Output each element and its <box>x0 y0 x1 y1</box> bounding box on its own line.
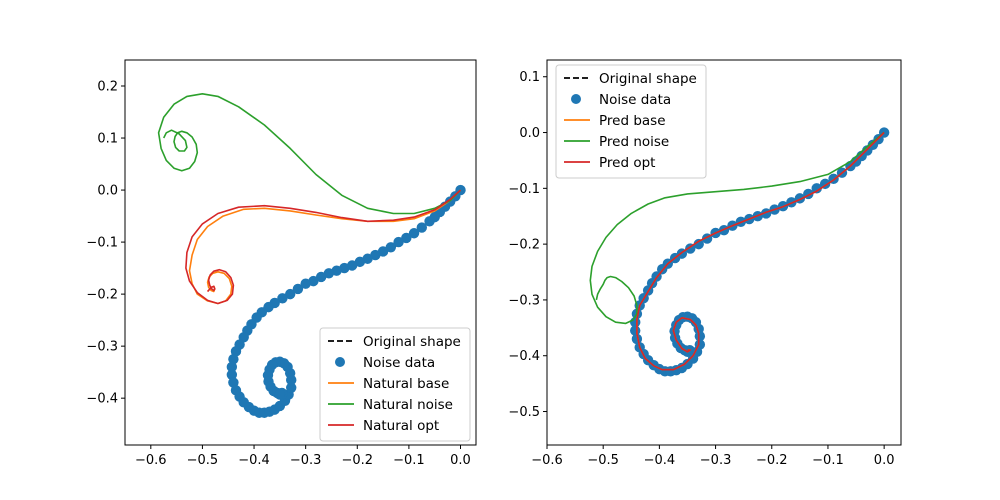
legend-label: Natural opt <box>363 418 439 434</box>
data-point <box>416 222 428 233</box>
data-point <box>286 382 297 393</box>
data-point <box>354 256 366 268</box>
legend-item: Original shape <box>328 334 461 350</box>
data-point <box>226 361 238 373</box>
legend-label: Noise data <box>599 92 671 108</box>
legend-label: Original shape <box>363 334 461 350</box>
y-tick-label: −0.1 <box>86 236 118 251</box>
x-tick-label: 0.0 <box>450 453 471 468</box>
legend-label: Pred opt <box>599 155 655 171</box>
data-point <box>693 238 704 250</box>
x-tick-label: −0.3 <box>700 453 732 468</box>
data-point <box>228 377 239 388</box>
series-line-natural-opt <box>185 189 462 305</box>
data-point <box>230 346 242 357</box>
series-line-pred-opt <box>636 131 885 371</box>
legend-item: Natural opt <box>328 418 439 434</box>
plot-area <box>589 127 890 377</box>
legend-label: Pred base <box>599 113 666 129</box>
data-point <box>277 293 288 304</box>
data-point <box>377 246 389 257</box>
legend: Original shape Noise data Natural base Natu… <box>319 327 471 442</box>
data-point <box>630 325 641 336</box>
legend-item: Original shape <box>564 71 697 87</box>
x-tick-label: 0.0 <box>874 453 895 468</box>
series-line-natural-noise <box>157 93 462 215</box>
legend-item: Natural noise <box>328 397 453 413</box>
data-point <box>292 283 304 295</box>
legend-item: Pred noise <box>564 134 669 150</box>
y-tick-label: −0.1 <box>508 182 540 197</box>
legend-label: Natural noise <box>363 397 453 413</box>
x-tick-label: −0.3 <box>290 453 322 468</box>
data-point <box>226 369 238 380</box>
y-tick-label: 0.1 <box>519 70 540 85</box>
y-tick-label: 0.0 <box>97 184 118 199</box>
series-line-pred-noise <box>589 131 885 325</box>
data-point <box>228 353 239 365</box>
left-plot-panel: −0.6 −0.5 −0.4 −0.3 −0.2 −0.1 0.0 0.2 0.1 0.0 −0.1… <box>86 59 477 468</box>
data-point <box>631 333 643 345</box>
legend: Original shape Noise data Pred base Pred no… <box>555 64 707 179</box>
data-point <box>370 249 381 261</box>
axes-frame <box>124 59 477 446</box>
data-point <box>393 236 404 248</box>
legend-label: Pred noise <box>599 134 669 150</box>
data-point <box>424 216 435 227</box>
y-tick-label: −0.5 <box>508 405 540 420</box>
legend-marker <box>571 94 581 104</box>
legend-item: Natural base <box>328 376 449 392</box>
axes-frame <box>546 59 902 446</box>
legend-label: Original shape <box>599 71 697 87</box>
legend-item: Pred base <box>564 113 666 129</box>
y-tick-label: −0.3 <box>86 340 118 355</box>
x-tick-label: −0.5 <box>187 453 219 468</box>
x-tick-label: −0.1 <box>393 453 425 468</box>
x-tick-label: −0.2 <box>756 453 788 468</box>
legend-label: Natural base <box>363 376 449 392</box>
data-point <box>811 183 822 194</box>
x-tick-label: −0.6 <box>135 453 167 468</box>
legend-box <box>555 64 707 179</box>
y-tick-label: 0.1 <box>97 132 118 147</box>
y-tick-label: −0.2 <box>508 238 540 253</box>
x-tick-label: −0.4 <box>644 453 676 468</box>
data-point <box>284 288 296 300</box>
right-plot-panel: −0.6 −0.5 −0.4 −0.3 −0.2 −0.1 0.0 0.1 0.0 −0.1 −0.… <box>508 59 902 468</box>
x-tick-label: −0.2 <box>341 453 373 468</box>
x-tick-label: −0.1 <box>812 453 844 468</box>
legend-marker <box>335 357 345 367</box>
data-point <box>315 271 327 283</box>
y-tick-label: −0.4 <box>508 349 540 364</box>
y-tick-label: 0.2 <box>97 80 118 95</box>
data-point <box>408 228 420 239</box>
y-tick-label: −0.4 <box>86 392 118 407</box>
data-point <box>401 232 412 244</box>
y-tick-label: 0.0 <box>519 126 540 141</box>
x-tick-label: −0.6 <box>531 453 563 468</box>
data-point <box>274 389 286 400</box>
y-tick-label: −0.3 <box>508 293 540 308</box>
data-point <box>300 278 311 289</box>
legend-label: Noise data <box>363 355 435 371</box>
series-noise-data <box>226 184 466 418</box>
data-point <box>323 268 335 279</box>
legend-item: Noise data <box>571 92 671 108</box>
legend-box <box>319 327 471 442</box>
legend-item: Noise data <box>335 355 435 371</box>
legend-item: Pred opt <box>564 155 655 171</box>
x-tick-label: −0.4 <box>238 453 270 468</box>
y-tick-label: −0.2 <box>86 288 118 303</box>
data-point <box>385 242 397 253</box>
plot-area <box>157 93 466 418</box>
x-tick-label: −0.5 <box>587 453 619 468</box>
